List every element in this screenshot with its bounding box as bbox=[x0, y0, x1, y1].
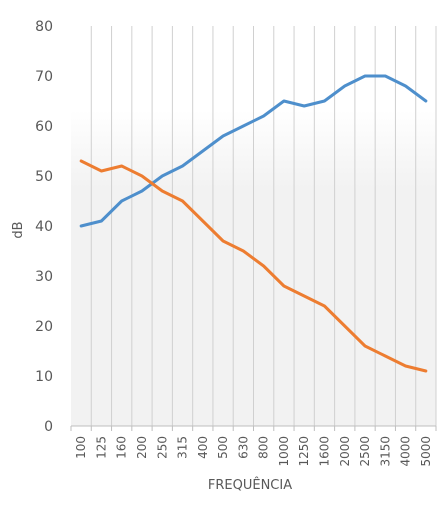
x-tick-label: 4000 bbox=[399, 436, 413, 467]
x-tick-label: 400 bbox=[196, 436, 210, 459]
x-tick-label: 1000 bbox=[277, 436, 291, 467]
x-tick-label: 125 bbox=[94, 436, 108, 459]
y-tick-label: 80 bbox=[35, 19, 53, 35]
x-tick-label: 2500 bbox=[358, 436, 372, 467]
y-tick-label: 10 bbox=[35, 369, 53, 385]
x-tick-label: 1600 bbox=[317, 436, 331, 467]
x-tick-label: 1250 bbox=[297, 436, 311, 467]
x-tick-label: 250 bbox=[155, 436, 169, 459]
series-lines bbox=[79, 74, 428, 373]
y-tick-label: 40 bbox=[35, 219, 53, 235]
grid-lines bbox=[90, 26, 437, 426]
x-tick-label: 100 bbox=[74, 436, 88, 459]
x-tick-label: 500 bbox=[216, 436, 230, 459]
series-line-2 bbox=[79, 159, 428, 373]
x-tick-label: 315 bbox=[176, 436, 190, 459]
x-tick-label: 800 bbox=[257, 436, 271, 459]
x-tick-label: 630 bbox=[236, 436, 250, 459]
x-axis-label: FREQUÊNCIA bbox=[208, 477, 292, 493]
tick-labels: 0 10 20 30 40 50 60 70 80 100 125 160 200 250 315 400 50… bbox=[35, 19, 433, 467]
x-tick-label: 3150 bbox=[378, 436, 392, 467]
y-tick-label: 20 bbox=[35, 319, 53, 335]
x-tick-label: 5000 bbox=[419, 436, 433, 467]
series-line-1 bbox=[79, 74, 428, 228]
y-tick-label: 50 bbox=[35, 169, 53, 185]
y-tick-label: 70 bbox=[35, 69, 53, 85]
y-tick-label: 30 bbox=[35, 269, 53, 285]
x-tick-label: 160 bbox=[115, 436, 129, 459]
x-tick-label: 2000 bbox=[338, 436, 352, 467]
y-axis-label: dB bbox=[11, 221, 26, 238]
y-tick-label: 60 bbox=[35, 119, 53, 135]
axes bbox=[70, 425, 437, 431]
y-tick-label: 0 bbox=[44, 419, 53, 435]
x-tick-label: 200 bbox=[135, 436, 149, 459]
